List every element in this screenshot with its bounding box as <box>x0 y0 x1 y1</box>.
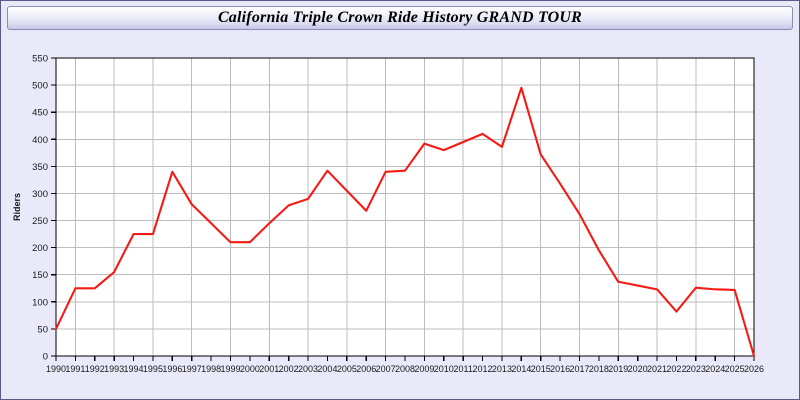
x-axis-tick-label: 1998 <box>201 364 221 374</box>
x-axis-tick-label: 2002 <box>279 364 299 374</box>
x-axis-tick-label: 1990 <box>46 364 66 374</box>
x-axis-tick-label: 2011 <box>453 364 472 374</box>
x-axis-tick-label: 1992 <box>85 364 105 374</box>
x-axis-tick-label: 2006 <box>356 364 376 374</box>
page-title: California Triple Crown Ride History GRA… <box>217 9 583 26</box>
y-axis-tick-label: 350 <box>32 162 48 173</box>
x-axis-tick-label: 2000 <box>240 364 260 374</box>
y-axis-tick-label: 500 <box>32 81 48 92</box>
x-axis-ticks: 1990 1991 1992 1993 1994 1995 1996 1997 1998 1999… <box>46 356 764 374</box>
x-axis-tick-label: 2009 <box>414 364 434 374</box>
x-axis-tick-label: 2001 <box>259 364 279 374</box>
y-axis-tick-label: 100 <box>32 297 48 308</box>
chart-panel: 0 50 100 150 200 250 300 350 400 450 500 550 1990 199… <box>6 34 795 395</box>
y-axis-title: Riders <box>12 193 22 221</box>
x-axis-tick-label: 2003 <box>298 364 318 374</box>
x-axis-tick-label: 2005 <box>337 364 357 374</box>
y-axis-tick-label: 300 <box>32 189 48 200</box>
x-axis-tick-label: 2024 <box>705 364 725 374</box>
x-axis-tick-label: 2019 <box>608 364 628 374</box>
x-axis-tick-label: 2010 <box>434 364 454 374</box>
x-axis-tick-label: 2013 <box>492 364 512 374</box>
x-axis-tick-label: 2023 <box>686 364 706 374</box>
y-axis-tick-label: 0 <box>43 352 48 363</box>
y-axis-tick-label: 150 <box>32 270 48 281</box>
x-axis-tick-label: 1994 <box>124 364 144 374</box>
y-axis-tick-label: 200 <box>32 243 48 254</box>
plot-background <box>56 58 754 356</box>
x-axis-tick-label: 2007 <box>376 364 396 374</box>
x-axis-tick-label: 2025 <box>725 364 745 374</box>
x-axis-tick-label: 2012 <box>473 364 493 374</box>
x-axis-tick-label: 2018 <box>589 364 609 374</box>
x-axis-tick-label: 1999 <box>220 364 240 374</box>
y-axis-tick-label: 400 <box>32 135 48 146</box>
x-axis-tick-label: 1997 <box>182 364 202 374</box>
y-axis-tick-label: 550 <box>32 54 48 65</box>
x-axis-tick-label: 2004 <box>317 364 337 374</box>
x-axis-tick-label: 1991 <box>65 364 85 374</box>
x-axis-tick-label: 2008 <box>395 364 415 374</box>
window-title-bar: California Triple Crown Ride History GRA… <box>7 6 793 30</box>
vertical-grid-lines <box>74 58 736 356</box>
grid-lines: 0 50 100 150 200 250 300 350 400 450 500 550 <box>32 54 754 363</box>
x-axis-tick-label: 1996 <box>162 364 182 374</box>
x-axis-tick-label: 2020 <box>628 364 648 374</box>
y-axis-tick-label: 250 <box>32 216 48 227</box>
plot-frame <box>56 57 755 356</box>
x-axis-tick-label: 2014 <box>511 364 531 374</box>
y-axis-tick-label: 50 <box>37 324 48 335</box>
data-series-riders <box>54 86 756 358</box>
x-axis-tick-label: 2026 <box>744 364 764 374</box>
x-axis-tick-label: 2021 <box>647 364 667 374</box>
x-axis-tick-label: 1995 <box>143 364 163 374</box>
x-axis-tick-label: 1993 <box>104 364 124 374</box>
x-axis-tick-label: 2015 <box>531 364 551 374</box>
x-axis-tick-label: 2016 <box>550 364 570 374</box>
x-axis-tick-label: 2017 <box>569 364 589 374</box>
x-axis-tick-label: 2022 <box>666 364 686 374</box>
y-axis-tick-label: 450 <box>32 108 48 119</box>
